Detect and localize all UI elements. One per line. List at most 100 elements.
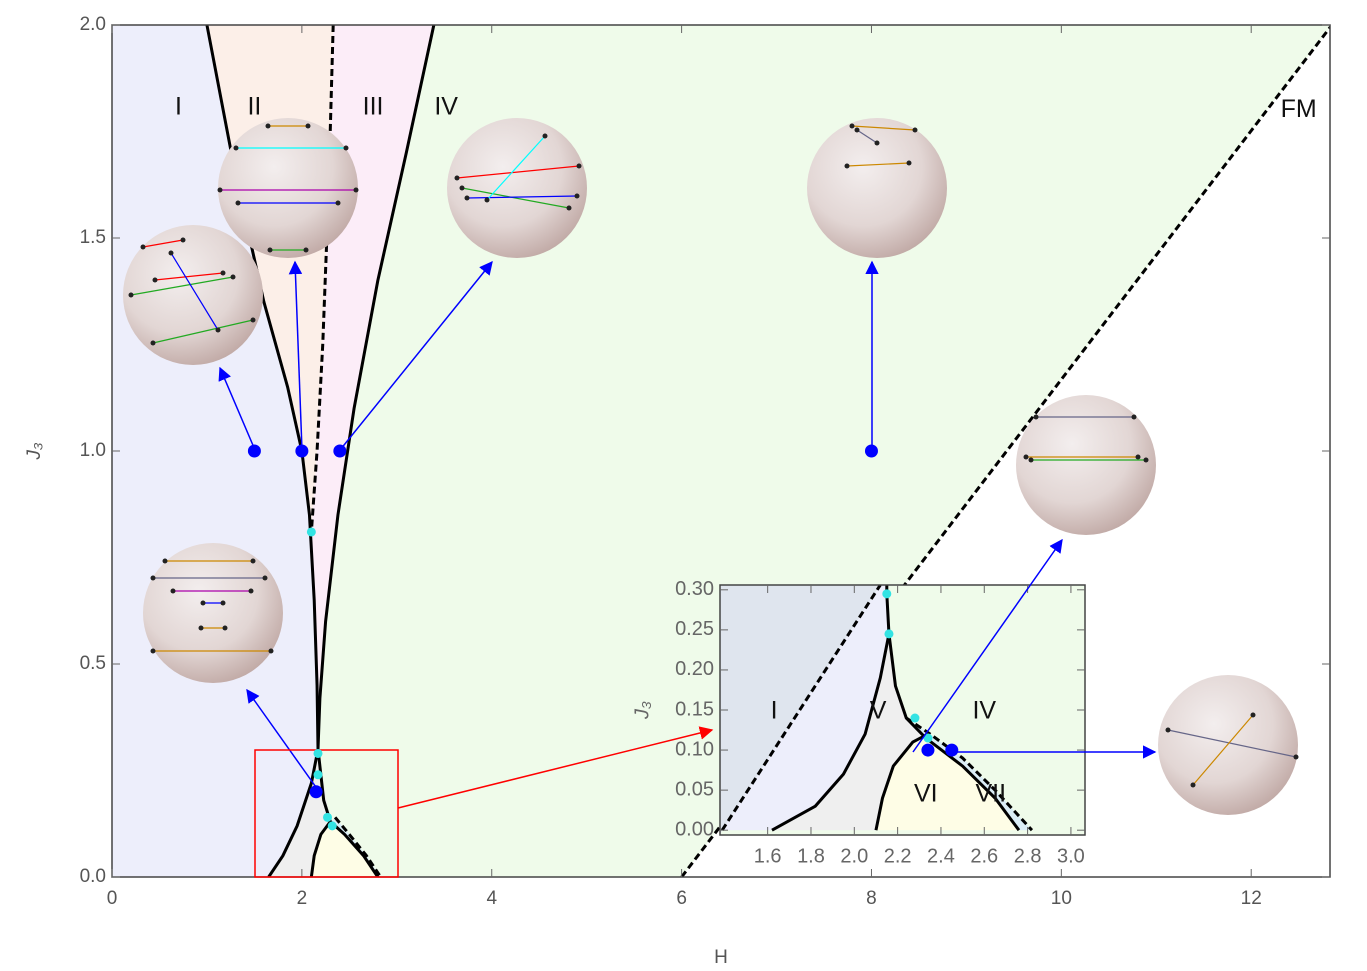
y-tick-label: 1.0 [80,440,106,461]
spin [484,197,490,203]
spin [170,588,176,594]
spin [128,292,134,298]
spin [235,200,241,206]
spin [1165,727,1171,733]
spin [854,127,860,133]
phase-region [112,25,1330,877]
spin [230,274,236,280]
y-tick-label: 0.10 [675,738,714,760]
state-point [882,589,892,599]
phase-label: III [363,93,384,121]
spin [906,160,912,166]
spin [874,140,880,146]
state-point [306,527,316,537]
spin [912,127,918,133]
arrow [339,260,493,451]
sphere [1016,395,1156,535]
spin [1143,457,1149,463]
phase-region [722,585,889,831]
arrow [912,538,1063,753]
spin-configuration-sphere [123,225,263,365]
spin [1028,457,1034,463]
spin [268,648,274,654]
spin [200,600,206,606]
spin-configuration-sphere [143,543,283,683]
phase-label: IV [434,93,458,121]
x-tick-label: 4 [486,888,497,909]
phase-label: I [771,697,778,725]
spin-bond [1167,729,1297,758]
spin-configuration-sphere [1158,675,1299,815]
x-tick-label: 2.4 [927,845,955,867]
x-tick-label: 2.0 [840,845,868,867]
spin [1131,414,1137,420]
y-tick-label: 0.25 [675,618,714,640]
spin [152,277,158,283]
spin [844,163,850,169]
phase-boundary [316,25,436,750]
y-tick-label: 0.30 [675,578,714,600]
spin-bond [846,162,910,167]
spin [1190,782,1196,788]
phase-label: I [175,93,182,121]
spin [343,145,349,151]
spin [250,317,256,323]
plot-area [720,585,1085,835]
spin [222,625,228,631]
phase-boundary [309,820,332,877]
state-point [910,713,920,723]
spin [180,237,186,243]
spin [250,558,256,564]
x-tick-label: 1.8 [797,845,825,867]
phase-region [720,585,881,835]
spin-bond [856,129,878,144]
phase-region [771,633,928,831]
spin-configuration-sphere [447,118,587,258]
spin-bond [154,272,224,281]
spin-configuration-sphere [807,118,947,258]
phase-boundary [874,732,929,831]
spin [220,600,226,606]
x-axis-label: H [714,947,728,968]
sphere [218,118,358,258]
spin [542,133,548,139]
spin [140,244,146,250]
spin [198,625,204,631]
spin [150,575,156,581]
y-tick-label: 1.5 [80,227,106,248]
x-tick-label: 6 [676,888,687,909]
spin [168,250,174,256]
y-axis-label: J₃ [24,442,45,461]
spin [248,588,254,594]
spin-bond [1192,714,1254,786]
state-point [247,444,261,458]
x-tick-label: 8 [866,888,877,909]
spin-bond [486,135,546,201]
state-point [945,743,959,757]
phase-boundary [267,748,320,877]
y-tick-label: 0.5 [80,653,106,674]
spin [217,187,223,193]
x-tick-label: 2.6 [970,845,998,867]
x-tick-label: 10 [1051,888,1072,909]
phase-boundary [720,585,882,832]
spin [220,270,226,276]
phase-label: II [247,93,261,121]
x-tick-label: 1.6 [754,845,782,867]
spin [576,163,582,169]
spin [353,187,359,193]
spin-bond [152,319,254,344]
state-point [313,770,323,780]
spin [1293,754,1299,760]
spin [215,327,221,333]
spin-bond [130,276,234,296]
x-tick-label: 2.2 [884,845,912,867]
sphere [123,225,263,365]
spin-bond [851,125,916,131]
y-tick-label: 2.0 [80,14,106,35]
spin-bond [170,252,219,331]
spin [566,205,572,211]
phase-boundary [316,749,380,877]
state-point [309,785,323,799]
